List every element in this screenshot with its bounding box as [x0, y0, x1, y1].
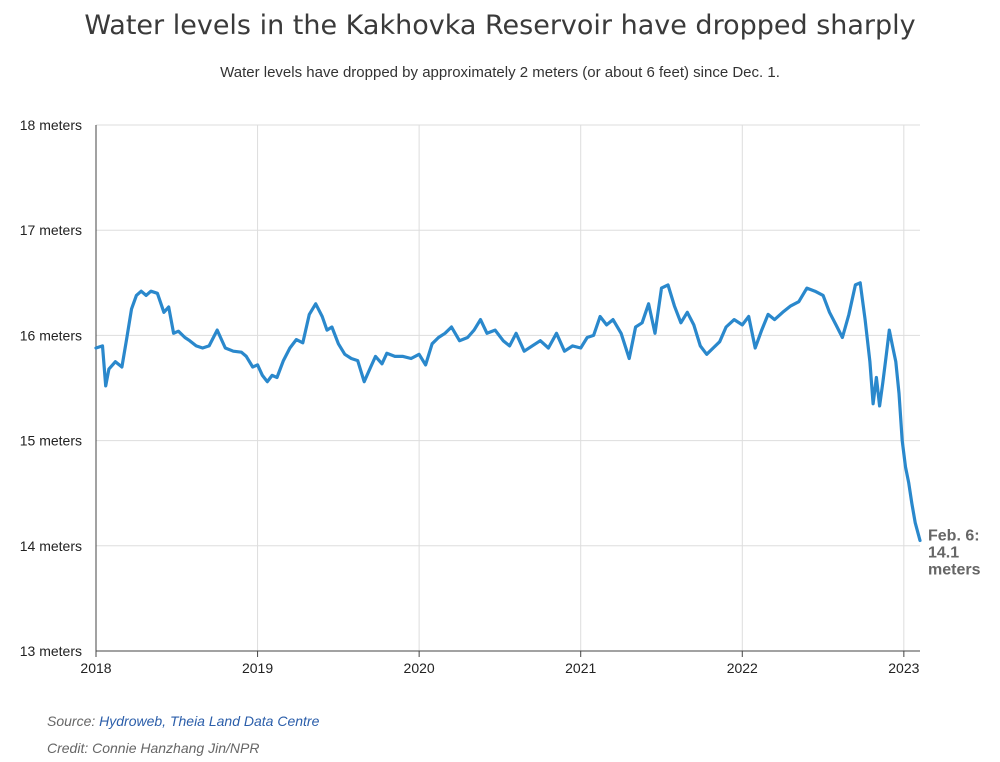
source-prefix: Source: — [47, 713, 100, 729]
end-annotation-line: 14.1 — [928, 545, 959, 562]
end-annotation-line: meters — [928, 562, 981, 579]
source-link[interactable]: Hydroweb, Theia Land Data Centre — [99, 713, 320, 729]
x-tick-label: 2018 — [80, 660, 111, 676]
credit-line: Credit: Connie Hanzhang Jin/NPR — [47, 740, 260, 756]
y-tick-label: 17 meters — [20, 222, 82, 238]
x-tick-label: 2023 — [888, 660, 919, 676]
y-tick-label: 16 meters — [20, 327, 82, 343]
chart-footer: Source: Hydroweb, Theia Land Data Centre… — [47, 708, 319, 762]
x-tick-label: 2021 — [565, 660, 596, 676]
y-tick-label: 14 meters — [20, 538, 82, 554]
x-tick-label: 2022 — [727, 660, 758, 676]
end-annotation-line: Feb. 6: — [928, 528, 980, 545]
water-level-line — [94, 281, 922, 543]
y-tick-label: 15 meters — [20, 433, 82, 449]
chart-subtitle: Water levels have dropped by approximate… — [220, 64, 780, 81]
chart-title: Water levels in the Kakhovka Reservoir h… — [84, 10, 916, 41]
y-tick-label: 13 meters — [20, 643, 82, 659]
y-tick-label: 18 meters — [20, 117, 82, 133]
chart-area: 13 meters 14 meters 15 meters 16 meters 17 m… — [20, 117, 981, 676]
x-tick-label: 2020 — [404, 660, 435, 676]
x-tick-label: 2019 — [242, 660, 273, 676]
source-line: Source: Hydroweb, Theia Land Data Centre — [47, 708, 319, 735]
